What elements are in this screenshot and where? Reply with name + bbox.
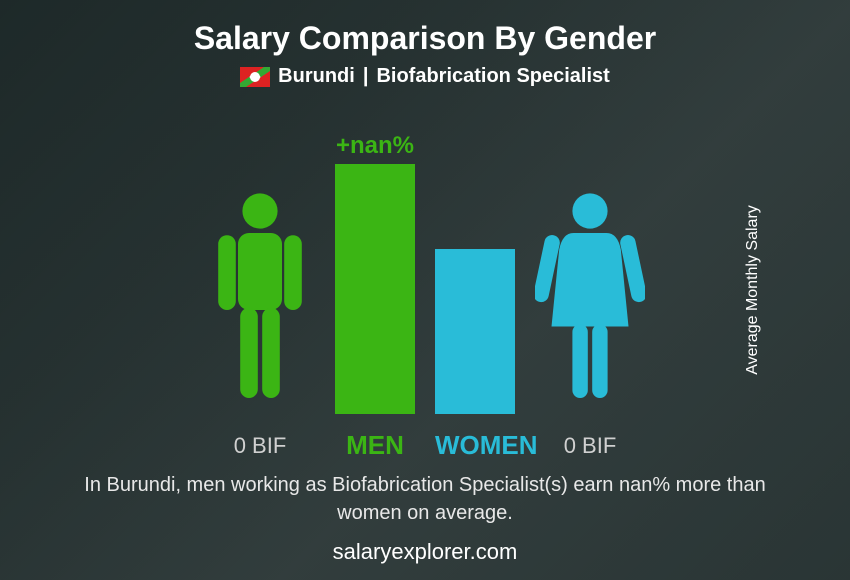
female-gender-label: WOMEN	[435, 430, 515, 461]
male-person-icon	[205, 184, 315, 414]
y-axis-label: Average Monthly Salary	[744, 205, 762, 375]
female-bar-col	[435, 249, 515, 414]
footer-link: salaryexplorer.com	[333, 539, 518, 565]
male-bar-col: +nan%	[335, 132, 415, 414]
male-gender-label: MEN	[335, 430, 415, 461]
female-person-icon	[535, 184, 645, 414]
male-icon-col	[205, 184, 315, 414]
description-text: In Burundi, men working as Biofabricatio…	[65, 471, 785, 527]
female-icon-col	[535, 184, 645, 414]
female-bar	[435, 249, 515, 414]
subtitle: Burundi | Biofabrication Specialist	[240, 65, 610, 88]
separator: |	[363, 65, 369, 88]
male-bar	[335, 164, 415, 414]
job-title: Biofabrication Specialist	[376, 65, 609, 88]
difference-label: +nan%	[336, 132, 414, 160]
chart-area: +nan%	[40, 96, 810, 424]
page-title: Salary Comparison By Gender	[194, 20, 656, 57]
flag-icon	[240, 67, 270, 87]
female-salary-label: 0 BIF	[535, 433, 645, 459]
male-salary-label: 0 BIF	[205, 433, 315, 459]
labels-row: 0 BIF MEN WOMEN 0 BIF	[40, 430, 810, 461]
country-name: Burundi	[278, 65, 355, 88]
